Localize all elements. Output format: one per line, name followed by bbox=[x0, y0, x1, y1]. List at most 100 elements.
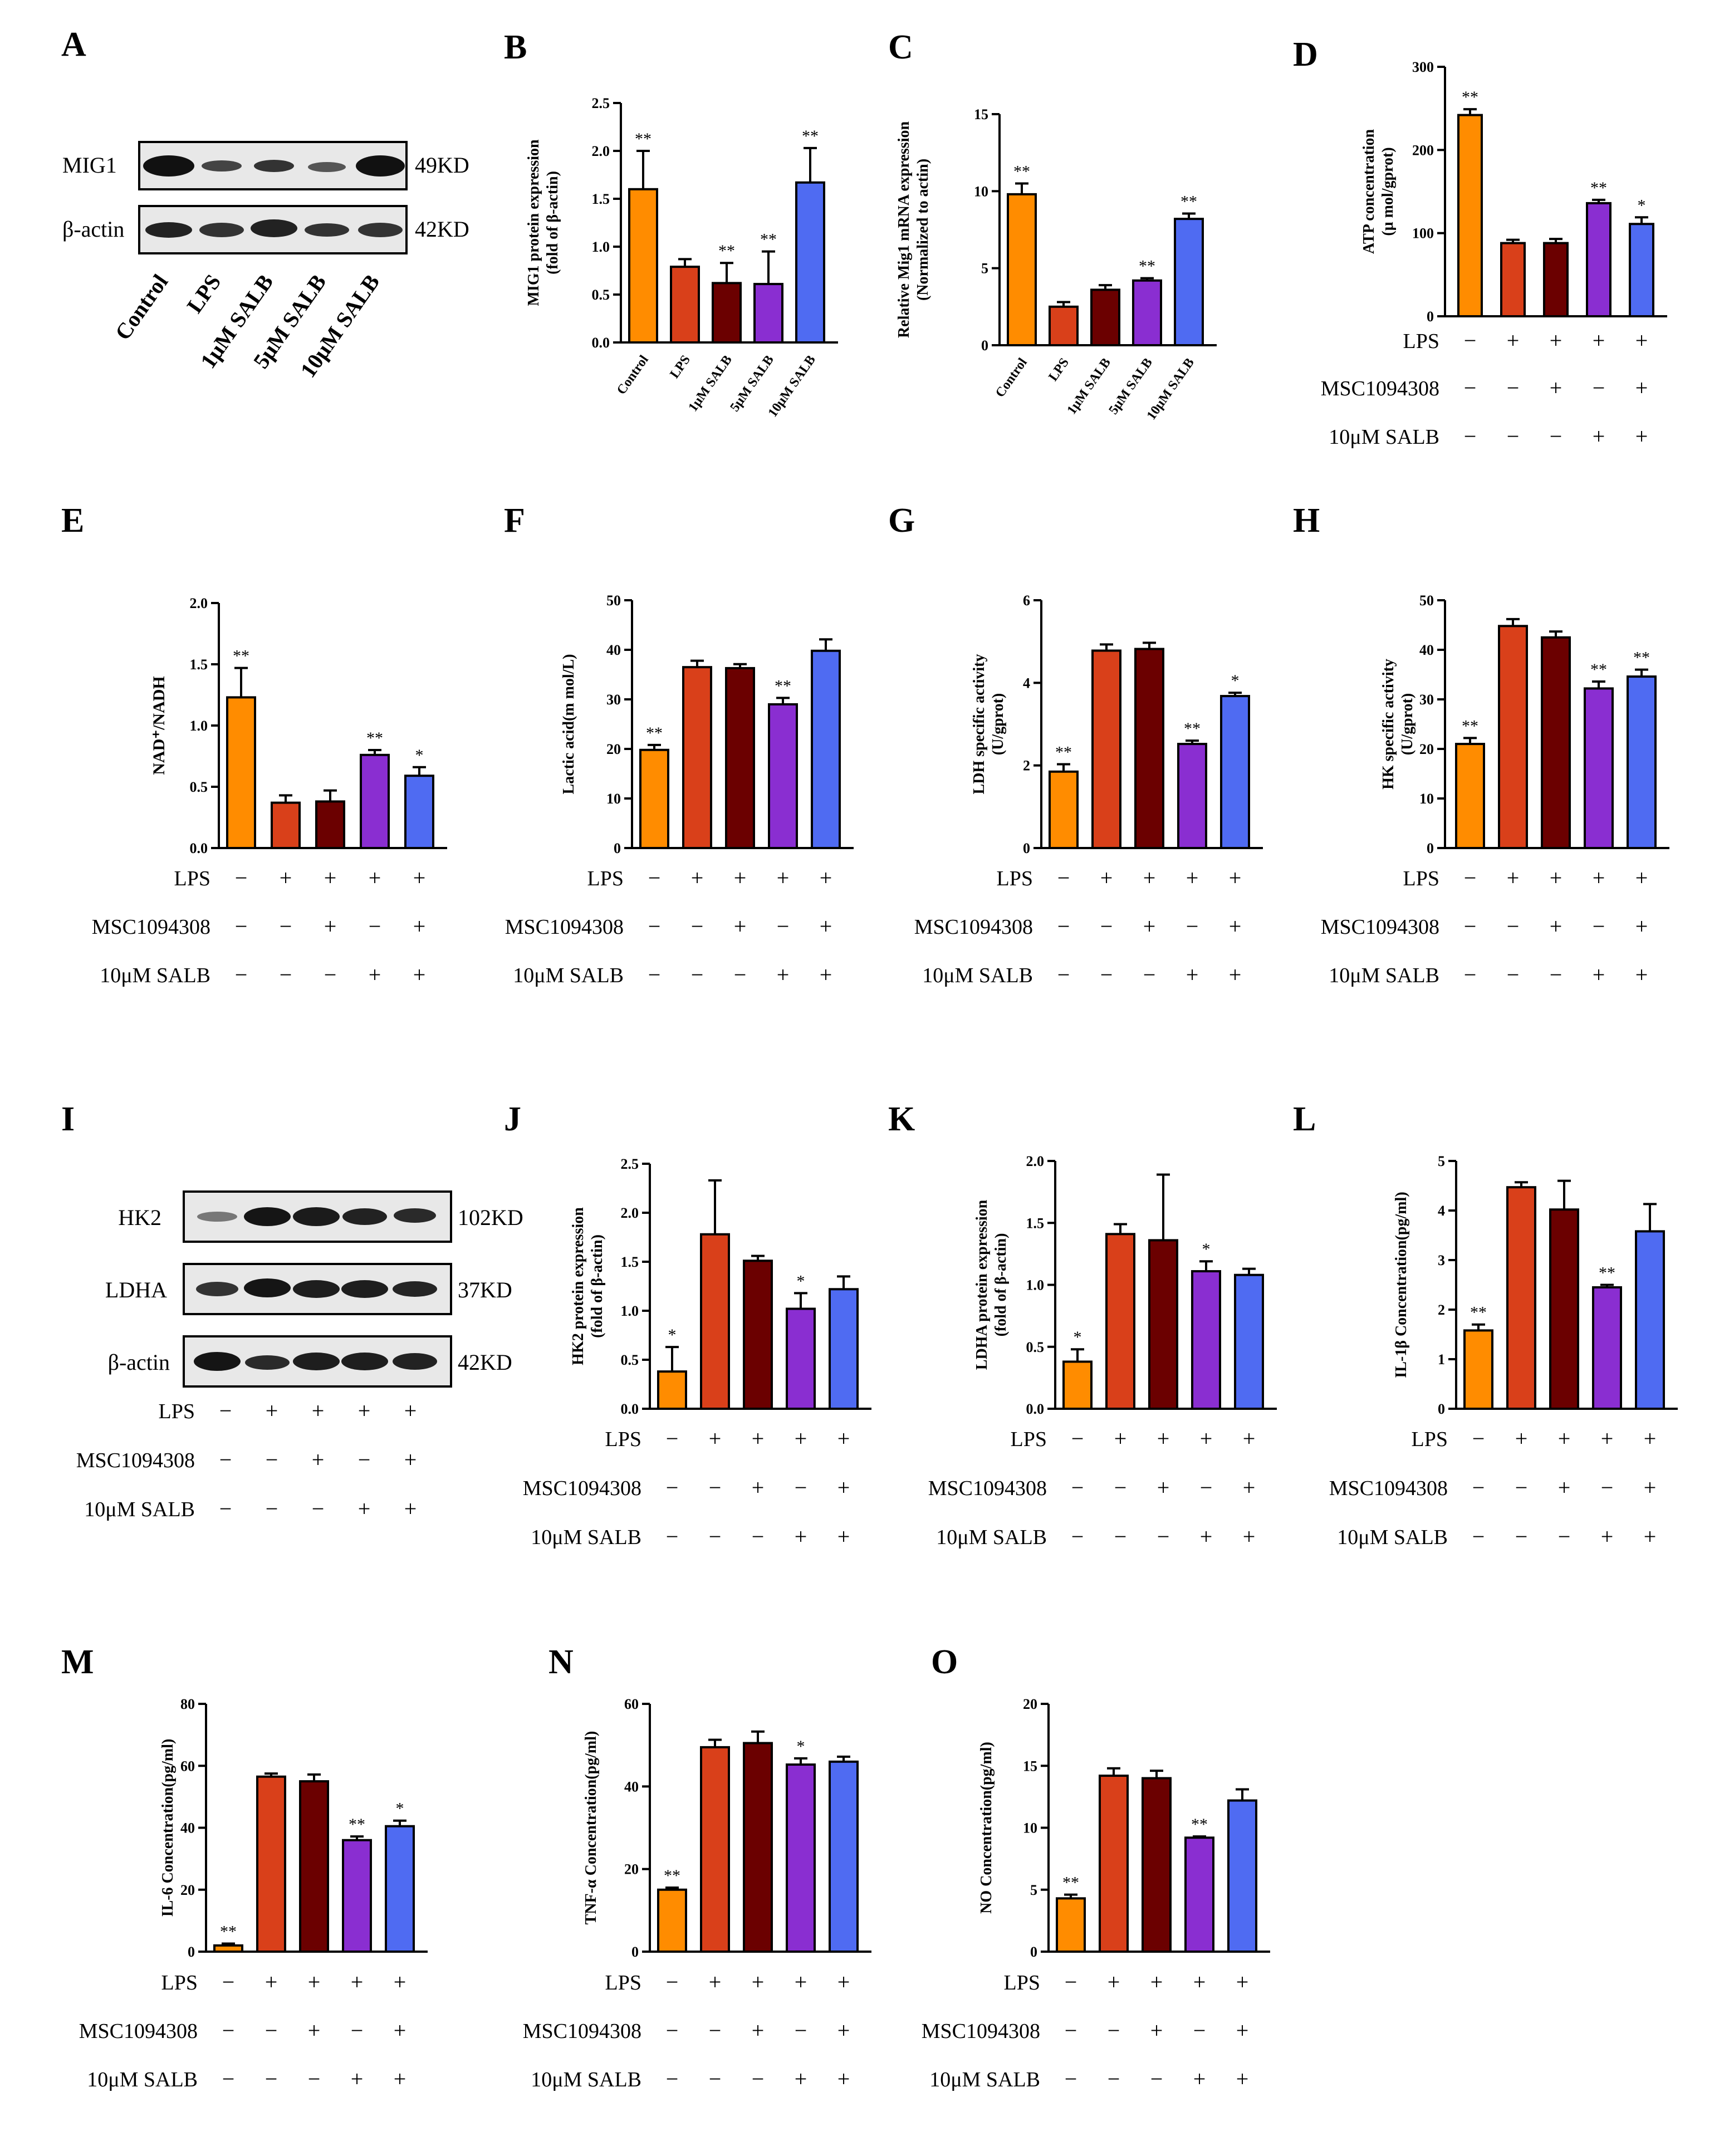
y-axis-label: MIG1 protein expression (fold of β-actin) bbox=[525, 139, 561, 306]
condition-sign: − bbox=[324, 962, 337, 987]
blot-a-kd-mig1: 49KD bbox=[415, 153, 469, 178]
condition-sign: − bbox=[1507, 375, 1520, 400]
bar bbox=[1142, 1777, 1172, 1953]
condition-sign: − bbox=[358, 1447, 371, 1472]
bar bbox=[743, 1742, 773, 1953]
y-tick-label: 1.0 bbox=[190, 718, 208, 734]
y-tick-label: 50 bbox=[606, 592, 621, 609]
y-axis-label-line: Relative Mig1 mRNA expression bbox=[895, 121, 913, 339]
y-tick-label: 1.0 bbox=[621, 1303, 639, 1319]
condition-sign: + bbox=[1108, 1969, 1120, 1995]
significance-label: ** bbox=[1139, 257, 1155, 276]
y-tick-label: 5 bbox=[1438, 1153, 1445, 1169]
condition-label: MSC1094308 bbox=[1321, 377, 1439, 400]
bar bbox=[1134, 648, 1164, 850]
condition-sign: − bbox=[1143, 962, 1156, 987]
bar bbox=[1549, 1208, 1579, 1410]
condition-sign: − bbox=[648, 962, 661, 987]
condition-sign: + bbox=[795, 2066, 807, 2091]
cond-table-o: LPS − + + + + MSC1094308 − − + − +10μM SALB − − − + + bbox=[922, 1969, 1249, 2091]
y-tick-label: 200 bbox=[1412, 142, 1434, 158]
y-tick-label: 2.0 bbox=[592, 143, 610, 159]
condition-sign: + bbox=[1143, 914, 1156, 939]
condition-sign: + bbox=[1635, 865, 1648, 890]
y-tick-label: 60 bbox=[624, 1696, 639, 1712]
condition-sign: − bbox=[1550, 424, 1562, 449]
condition-sign: − bbox=[648, 914, 661, 939]
y-tick-label: 0.0 bbox=[1026, 1401, 1045, 1417]
condition-label: LPS bbox=[1403, 330, 1439, 353]
cond-table-h: LPS − + + + + MSC1094308 − − + − +10μM SALB − − − + + bbox=[1321, 865, 1648, 987]
bar bbox=[1541, 636, 1571, 849]
condition-sign: + bbox=[1644, 1524, 1657, 1549]
y-tick-label: 0 bbox=[1427, 308, 1434, 325]
condition-sign: − bbox=[666, 1475, 679, 1500]
condition-sign: + bbox=[1193, 2066, 1206, 2091]
bar bbox=[1506, 1186, 1536, 1410]
condition-sign: − bbox=[709, 1524, 722, 1549]
condition-sign: + bbox=[308, 2018, 321, 2043]
bar bbox=[1635, 1230, 1665, 1410]
bar bbox=[1627, 675, 1657, 850]
condition-sign: − bbox=[1507, 914, 1520, 939]
condition-sign: + bbox=[1229, 914, 1242, 939]
condition-sign: + bbox=[308, 1969, 321, 1995]
condition-sign: + bbox=[1550, 865, 1562, 890]
condition-label: LPS bbox=[1412, 1428, 1448, 1451]
condition-sign: − bbox=[752, 2066, 765, 2091]
condition-label: 10μM SALB bbox=[531, 2068, 641, 2091]
band bbox=[194, 1352, 241, 1371]
significance-label: ** bbox=[1184, 719, 1201, 738]
bar bbox=[1457, 114, 1483, 317]
y-tick-label: 0 bbox=[981, 337, 988, 354]
bar bbox=[1455, 743, 1485, 849]
condition-sign: − bbox=[219, 1496, 232, 1521]
bar bbox=[829, 1288, 859, 1410]
band bbox=[394, 1208, 436, 1223]
significance-label: ** bbox=[1062, 1874, 1079, 1892]
condition-sign: + bbox=[752, 2018, 765, 2043]
cond-table-g: LPS − + + + +MSC1094308− − + − +10μM SALB − − − + + bbox=[914, 865, 1242, 987]
bar bbox=[404, 775, 434, 849]
bar bbox=[1629, 223, 1654, 317]
bar bbox=[1184, 1836, 1214, 1953]
y-tick-label: 100 bbox=[1412, 226, 1434, 242]
bar bbox=[1220, 695, 1250, 849]
condition-sign: + bbox=[1635, 424, 1648, 449]
panel-label-l: L bbox=[1293, 1100, 1316, 1138]
bar bbox=[1586, 202, 1611, 318]
condition-sign: + bbox=[820, 865, 832, 890]
condition-sign: + bbox=[1229, 865, 1242, 890]
condition-label: LPS bbox=[159, 1400, 195, 1423]
bar bbox=[829, 1760, 859, 1953]
panel-i-blot: I HK2 LDHA β-actin 102KD 37KD 42KD bbox=[61, 1100, 523, 1388]
condition-sign: − bbox=[1507, 962, 1520, 987]
condition-sign: − bbox=[1100, 962, 1113, 987]
condition-sign: − bbox=[235, 914, 248, 939]
condition-sign: + bbox=[1593, 424, 1605, 449]
bar bbox=[213, 1944, 243, 1953]
bar bbox=[315, 800, 345, 850]
condition-sign: − bbox=[795, 2018, 807, 2043]
condition-sign: − bbox=[666, 2066, 679, 2091]
chart-b: B 0.0 0.5 1.0 1.5 2.0 2.5 MIG1 protein expressi… bbox=[504, 28, 838, 420]
y-axis-label-line: (μ mol/gprot) bbox=[1379, 147, 1397, 236]
significance-label: ** bbox=[802, 127, 819, 145]
condition-sign: + bbox=[837, 1524, 850, 1549]
band bbox=[358, 223, 403, 237]
y-axis-label-line: HK2 protein expression bbox=[570, 1207, 587, 1365]
significance-label: ** bbox=[233, 647, 249, 665]
condition-sign: + bbox=[1644, 1426, 1657, 1451]
condition-sign: − bbox=[691, 962, 704, 987]
condition-sign: + bbox=[1515, 1426, 1528, 1451]
condition-sign: + bbox=[1243, 1524, 1256, 1549]
bar bbox=[1090, 288, 1120, 347]
condition-sign: − bbox=[1108, 2066, 1120, 2091]
condition-sign: − bbox=[1464, 424, 1477, 449]
condition-sign: + bbox=[1236, 2018, 1249, 2043]
bar bbox=[753, 283, 783, 344]
bar bbox=[1056, 1897, 1086, 1953]
y-axis-label-line: NO Concentration(pg/ml) bbox=[978, 1742, 995, 1914]
